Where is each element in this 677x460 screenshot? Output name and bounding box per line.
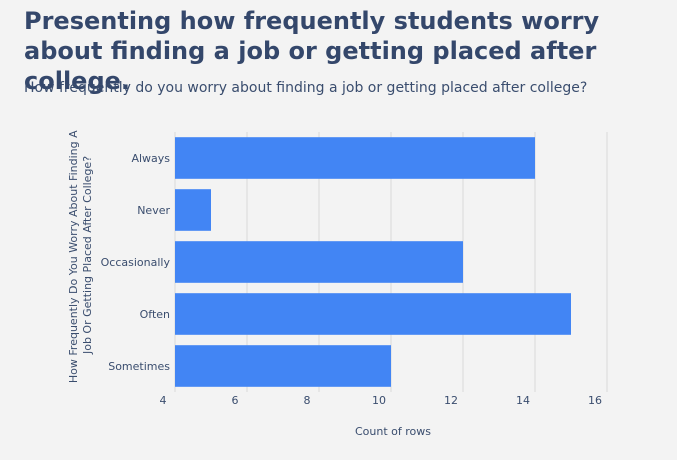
category-label-often: Often bbox=[140, 308, 170, 321]
bar-sometimes[interactable] bbox=[175, 345, 391, 387]
x-axis-title: Count of rows bbox=[355, 425, 431, 438]
chart-subtitle: How frequently do you worry about findin… bbox=[24, 80, 588, 96]
bars bbox=[175, 137, 571, 387]
y-axis-title-line-2: Job Or Getting Placed After College? bbox=[81, 156, 94, 355]
category-label-sometimes: Sometimes bbox=[108, 360, 170, 373]
x-tick-label: 4 bbox=[160, 394, 167, 407]
x-tick-label: 16 bbox=[588, 394, 602, 407]
bar-always[interactable] bbox=[175, 137, 535, 179]
bar-occasionally[interactable] bbox=[175, 241, 463, 283]
bar-never[interactable] bbox=[175, 189, 211, 231]
x-tick-labels: 4 6 8 10 12 14 16 bbox=[160, 394, 603, 407]
bar-often[interactable] bbox=[175, 293, 571, 335]
chart-title: Presenting how frequently students worry… bbox=[24, 7, 600, 95]
category-label-occasionally: Occasionally bbox=[101, 256, 171, 269]
x-tick-label: 10 bbox=[372, 394, 386, 407]
y-axis-title: How Frequently Do You Worry About Findin… bbox=[67, 127, 94, 383]
category-label-never: Never bbox=[137, 204, 170, 217]
category-label-always: Always bbox=[131, 152, 170, 165]
y-axis-title-line-1: How Frequently Do You Worry About Findin… bbox=[67, 130, 80, 383]
category-labels: Always Never Occasionally Often Sometimes bbox=[101, 152, 171, 373]
x-tick-label: 12 bbox=[444, 394, 458, 407]
x-tick-label: 8 bbox=[304, 394, 311, 407]
x-tick-label: 14 bbox=[516, 394, 530, 407]
x-tick-label: 6 bbox=[232, 394, 239, 407]
